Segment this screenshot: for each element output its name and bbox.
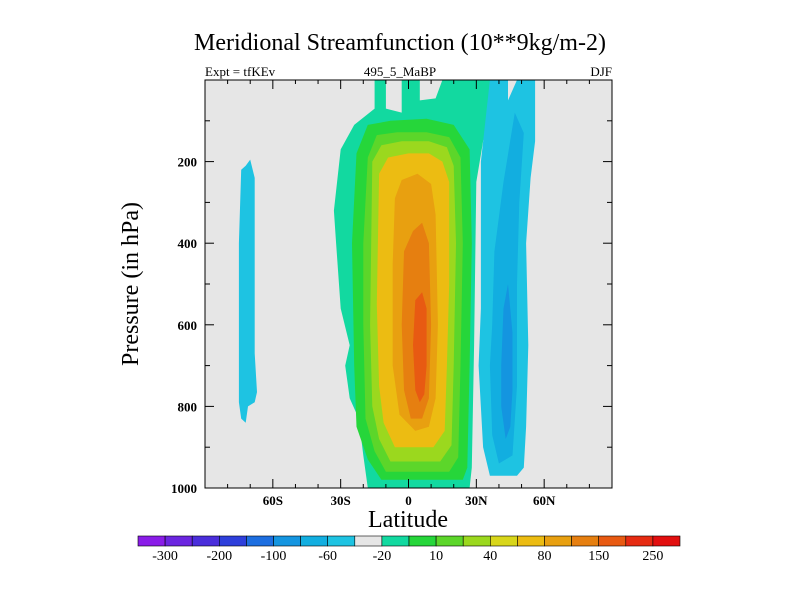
colorbar-swatch-3 [191,535,220,547]
colorbar-label-5: -20 [373,549,392,564]
y-tick-label-2: 400 [178,236,198,251]
colorbar-label-8: 80 [538,549,552,564]
colorbar-swatch-11 [408,535,437,547]
chart-title: Meridional Streamfunction (10**9kg/m-2) [194,30,606,56]
colorbar-swatch-17 [571,535,599,547]
x-tick-label-1: 60S [263,493,283,508]
contour-region-9 [413,292,427,403]
colorbar-swatch-15 [517,535,545,547]
colorbar-swatch-4 [219,535,247,547]
y-tick-label-5: 1000 [171,481,197,496]
colorbar-label-2: -200 [206,549,232,564]
colorbar-swatch-10 [381,535,410,547]
contour-regions [238,80,536,488]
colorbar-swatch-6 [273,535,301,547]
colorbar-label-10: 250 [642,549,663,564]
colorbar [137,535,681,547]
colorbar-label-3: -100 [261,549,287,564]
season-label: DJF [590,64,612,79]
colorbar-label-6: 10 [429,549,443,564]
colorbar-swatch-20 [652,535,681,547]
x-axis: 60S 30S 0 30N 60N [227,80,590,508]
case-label: 495_5_MaBP [363,64,437,79]
contour-region-12 [501,284,513,439]
x-tick-label-2: 30S [331,493,351,508]
y-tick-label-3: 600 [178,318,198,333]
colorbar-label-4: -60 [318,549,337,564]
experiment-label: Expt = tfKEv [205,64,276,79]
colorbar-label-1: -300 [152,549,178,564]
y-axis-label: Pressure (in hPa) [118,202,144,366]
colorbar-swatch-18 [598,535,627,547]
colorbar-swatch-5 [246,535,274,547]
colorbar-label-7: 40 [483,549,497,564]
colorbar-swatch-7 [300,535,329,547]
colorbar-swatch-13 [462,535,491,547]
colorbar-swatch-14 [489,535,518,547]
colorbar-labels: -300 -200 -100 -60 -20 10 40 80 150 250 [152,549,663,564]
y-tick-label-1: 200 [178,155,198,170]
x-tick-label-4: 30N [465,493,488,508]
contour-region-11 [489,112,524,464]
colorbar-swatch-8 [327,535,356,547]
colorbar-swatch-16 [544,535,572,547]
colorbar-swatch-2 [164,535,193,547]
colorbar-swatch-12 [435,535,464,547]
colorbar-swatch-9 [354,535,383,547]
colorbar-swatch-19 [625,535,654,547]
colorbar-swatch-1 [137,535,166,547]
colorbar-label-9: 150 [588,549,609,564]
x-tick-label-5: 60N [533,493,556,508]
x-axis-label: Latitude [368,507,448,533]
y-axis: 200 400 600 800 1000 [171,120,612,496]
y-tick-label-4: 800 [178,399,198,414]
x-tick-label-3: 0 [405,493,412,508]
contour-region-1 [238,159,257,423]
